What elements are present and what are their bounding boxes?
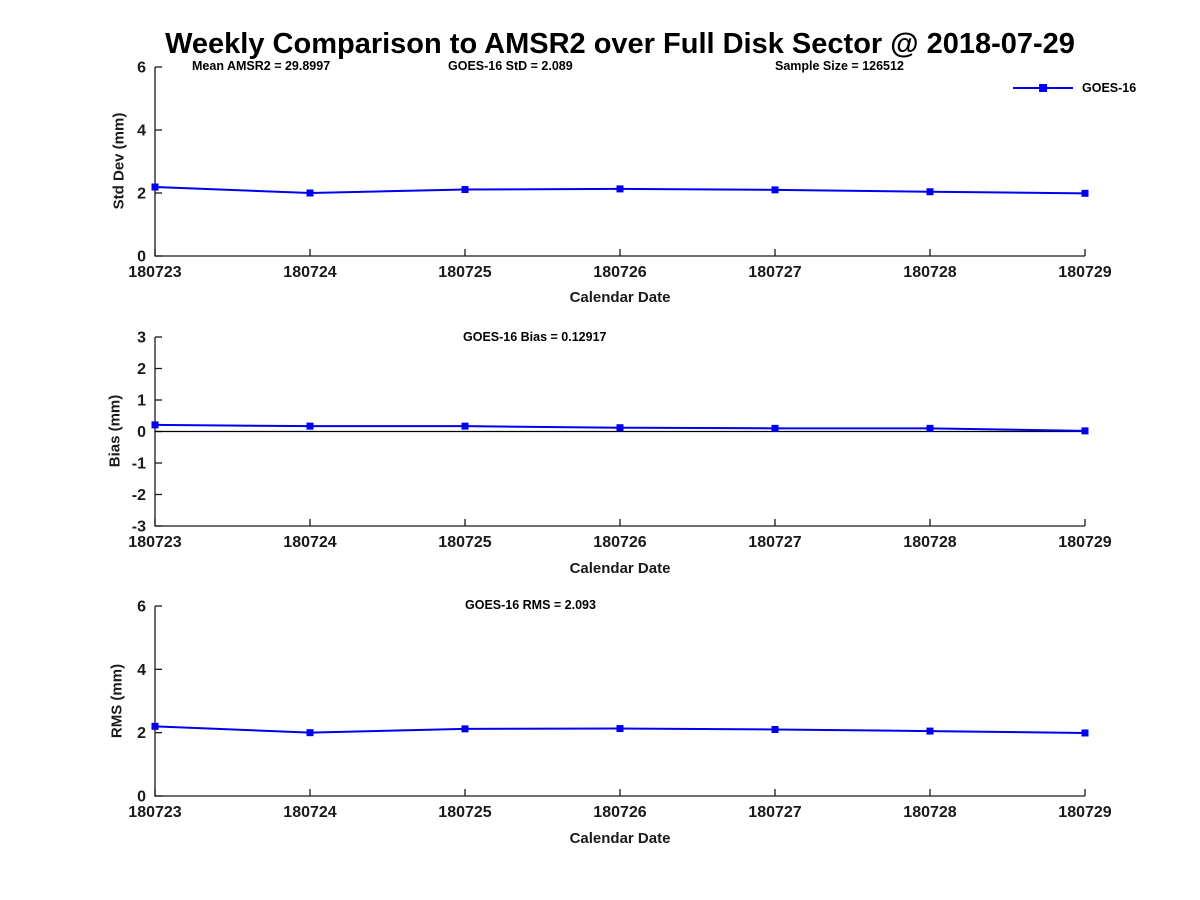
data-point-marker bbox=[926, 727, 934, 735]
data-point-marker bbox=[461, 186, 469, 194]
y-tick-label: 4 bbox=[137, 123, 146, 140]
chart-1: 0 2 4 6 180723 180724 180725 180726 180727 180728… bbox=[128, 60, 1111, 282]
annotation-goes16-rms: GOES-16 RMS = 2.093 bbox=[465, 598, 596, 612]
data-point-marker bbox=[771, 424, 779, 432]
y-tick-label: 2 bbox=[137, 725, 146, 742]
annotation-goes16-bias: GOES-16 Bias = 0.12917 bbox=[463, 330, 607, 344]
data-point-marker bbox=[771, 186, 779, 194]
data-point-marker bbox=[151, 421, 159, 429]
x-tick-label: 180723 bbox=[128, 534, 181, 551]
legend-line-sample bbox=[1013, 84, 1073, 92]
data-point-marker bbox=[926, 188, 934, 196]
x-axis-label-3: Calendar Date bbox=[569, 830, 671, 847]
x-tick-label: 180728 bbox=[903, 804, 956, 821]
x-axis-label-1: Calendar Date bbox=[569, 289, 671, 306]
data-point-marker bbox=[306, 422, 314, 430]
y-tick-label: 4 bbox=[137, 662, 146, 679]
legend: GOES-16 bbox=[1012, 81, 1136, 95]
x-tick-label: 180726 bbox=[593, 804, 646, 821]
x-tick-label: 180724 bbox=[283, 804, 336, 821]
axes-frame bbox=[154, 606, 1085, 797]
data-point-marker bbox=[306, 729, 314, 737]
x-tick-label: 180724 bbox=[283, 534, 336, 551]
x-tick-label: 180727 bbox=[748, 534, 801, 551]
annotation-goes16-std: GOES-16 StD = 2.089 bbox=[448, 59, 573, 73]
y-tick-label: 0 bbox=[137, 249, 146, 266]
x-tick-label: 180726 bbox=[593, 534, 646, 551]
data-point-marker bbox=[616, 424, 624, 432]
x-tick-label: 180723 bbox=[128, 804, 181, 821]
y-tick-label: 1 bbox=[137, 393, 146, 410]
y-tick-label: -1 bbox=[132, 456, 146, 473]
x-tick-label: 180728 bbox=[903, 534, 956, 551]
x-tick-label: 180725 bbox=[438, 804, 491, 821]
x-tick-label: 180727 bbox=[748, 264, 801, 281]
x-axis-label-2: Calendar Date bbox=[569, 560, 671, 577]
x-tick-label: 180729 bbox=[1058, 804, 1111, 821]
axes-frame bbox=[154, 67, 1085, 257]
x-tick-label: 180727 bbox=[748, 804, 801, 821]
y-tick-label: 6 bbox=[137, 599, 146, 616]
y-tick-label: 0 bbox=[137, 789, 146, 806]
data-point-marker bbox=[461, 725, 469, 733]
data-point-marker bbox=[461, 422, 469, 430]
legend-label: GOES-16 bbox=[1082, 81, 1137, 95]
y-tick-label: 6 bbox=[137, 60, 146, 77]
y-tick-label: -3 bbox=[132, 519, 146, 536]
data-point-marker bbox=[1081, 427, 1089, 435]
data-point-marker bbox=[1081, 729, 1089, 737]
x-tick-label: 180729 bbox=[1058, 534, 1111, 551]
y-tick-label: 0 bbox=[137, 424, 146, 441]
x-tick-label: 180726 bbox=[593, 264, 646, 281]
x-tick-label: 180729 bbox=[1058, 264, 1111, 281]
data-point-marker bbox=[616, 725, 624, 733]
y-tick-label: 2 bbox=[137, 361, 146, 378]
x-tick-label: 180725 bbox=[438, 534, 491, 551]
data-point-marker bbox=[151, 722, 159, 730]
y-tick-label: 2 bbox=[137, 186, 146, 203]
y-tick-label: 3 bbox=[137, 330, 146, 347]
legend-marker-icon bbox=[1039, 84, 1047, 92]
y-tick-label: -2 bbox=[132, 487, 146, 504]
data-point-marker bbox=[306, 189, 314, 197]
x-tick-label: 180725 bbox=[438, 264, 491, 281]
data-point-marker bbox=[151, 183, 159, 191]
x-tick-label: 180723 bbox=[128, 264, 181, 281]
data-point-marker bbox=[771, 726, 779, 733]
figure-title: Weekly Comparison to AMSR2 over Full Dis… bbox=[165, 28, 1075, 60]
annotation-sample-size: Sample Size = 126512 bbox=[775, 59, 904, 73]
annotation-mean-amsr2: Mean AMSR2 = 29.8997 bbox=[192, 59, 331, 73]
x-tick-label: 180728 bbox=[903, 264, 956, 281]
chart-3: 0 2 4 6 180723 180724 180725 180726 180727 180728… bbox=[128, 599, 1111, 822]
data-point-marker bbox=[1081, 189, 1089, 197]
data-point-marker bbox=[926, 424, 934, 432]
data-point-marker bbox=[616, 185, 624, 193]
x-tick-label: 180724 bbox=[283, 264, 336, 281]
